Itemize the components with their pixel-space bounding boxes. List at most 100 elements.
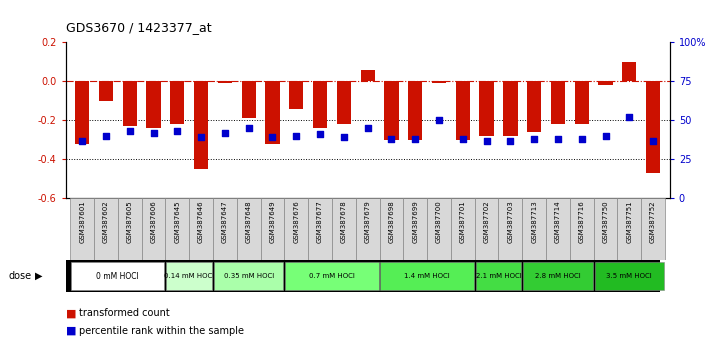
- Bar: [593, 198, 617, 260]
- Text: GSM387714: GSM387714: [555, 200, 561, 243]
- Bar: [384, 81, 398, 140]
- Bar: [432, 81, 446, 84]
- Bar: [522, 198, 546, 260]
- Text: GSM387677: GSM387677: [317, 200, 323, 243]
- Bar: [285, 198, 308, 260]
- Text: GSM387647: GSM387647: [222, 200, 228, 243]
- Bar: [356, 198, 379, 260]
- Point: [100, 133, 112, 139]
- Bar: [598, 81, 613, 85]
- Text: GSM387701: GSM387701: [460, 200, 466, 243]
- Bar: [570, 198, 593, 260]
- Bar: [523, 262, 593, 290]
- Text: GSM387713: GSM387713: [531, 200, 537, 243]
- Text: transformed count: transformed count: [79, 308, 170, 318]
- Point: [314, 132, 326, 137]
- Bar: [551, 81, 565, 124]
- Bar: [574, 81, 589, 124]
- Point: [362, 125, 373, 131]
- Bar: [499, 198, 522, 260]
- Bar: [527, 81, 542, 132]
- Text: ▶: ▶: [35, 271, 42, 281]
- Text: GSM387649: GSM387649: [269, 200, 275, 243]
- Text: GSM387700: GSM387700: [436, 200, 442, 243]
- Text: 3.5 mM HOCl: 3.5 mM HOCl: [606, 273, 652, 279]
- Point: [576, 136, 587, 142]
- Text: GSM387605: GSM387605: [127, 200, 132, 243]
- Text: GSM387751: GSM387751: [626, 200, 633, 243]
- Point: [600, 133, 612, 139]
- Text: 2.1 mM HOCl: 2.1 mM HOCl: [475, 273, 521, 279]
- Point: [505, 138, 516, 143]
- Text: GSM387646: GSM387646: [198, 200, 204, 243]
- Text: GSM387699: GSM387699: [412, 200, 418, 243]
- Text: GSM387752: GSM387752: [650, 200, 656, 242]
- Bar: [475, 198, 499, 260]
- Bar: [71, 262, 165, 290]
- Point: [148, 130, 159, 136]
- Bar: [641, 198, 665, 260]
- Text: GSM387648: GSM387648: [245, 200, 252, 243]
- Text: 0 mM HOCl: 0 mM HOCl: [97, 272, 139, 281]
- Point: [386, 136, 397, 142]
- Point: [243, 125, 255, 131]
- Bar: [261, 198, 285, 260]
- Bar: [313, 81, 327, 128]
- Bar: [308, 198, 332, 260]
- Point: [433, 118, 445, 123]
- Bar: [194, 81, 208, 169]
- Text: GSM387601: GSM387601: [79, 200, 85, 243]
- Text: GSM387703: GSM387703: [507, 200, 513, 243]
- Text: GSM387606: GSM387606: [151, 200, 157, 243]
- Bar: [237, 198, 261, 260]
- Bar: [646, 81, 660, 173]
- Text: 0.35 mM HOCl: 0.35 mM HOCl: [223, 273, 274, 279]
- Text: GSM387698: GSM387698: [389, 200, 395, 243]
- Bar: [285, 262, 379, 290]
- Bar: [503, 81, 518, 136]
- Text: 0.7 mM HOCl: 0.7 mM HOCl: [309, 273, 355, 279]
- Point: [480, 138, 492, 143]
- Text: dose: dose: [9, 271, 32, 281]
- Bar: [617, 198, 641, 260]
- Bar: [475, 262, 521, 290]
- Text: GSM387645: GSM387645: [174, 200, 181, 242]
- Bar: [213, 198, 237, 260]
- Point: [409, 136, 421, 142]
- Bar: [451, 198, 475, 260]
- Bar: [427, 198, 451, 260]
- Point: [124, 129, 135, 134]
- Text: ■: ■: [66, 308, 76, 318]
- Bar: [142, 198, 165, 260]
- Bar: [381, 262, 474, 290]
- Bar: [337, 81, 351, 124]
- Text: GSM387602: GSM387602: [103, 200, 109, 243]
- Point: [290, 133, 302, 139]
- Bar: [167, 262, 212, 290]
- Bar: [99, 81, 113, 101]
- Point: [552, 136, 563, 142]
- Bar: [379, 198, 403, 260]
- Bar: [622, 62, 636, 81]
- Point: [623, 114, 635, 120]
- Bar: [546, 198, 570, 260]
- Bar: [360, 70, 375, 81]
- Text: GSM387678: GSM387678: [341, 200, 347, 243]
- Bar: [165, 198, 189, 260]
- Bar: [189, 198, 213, 260]
- Point: [266, 135, 278, 140]
- Text: percentile rank within the sample: percentile rank within the sample: [79, 326, 244, 336]
- Bar: [170, 81, 184, 124]
- Bar: [595, 262, 664, 290]
- Bar: [214, 262, 283, 290]
- Text: GSM387679: GSM387679: [365, 200, 371, 243]
- Text: 2.8 mM HOCl: 2.8 mM HOCl: [535, 273, 581, 279]
- Bar: [94, 198, 118, 260]
- Bar: [456, 81, 470, 140]
- Text: GDS3670 / 1423377_at: GDS3670 / 1423377_at: [66, 21, 211, 34]
- Text: 0.14 mM HOCl: 0.14 mM HOCl: [164, 273, 214, 279]
- Point: [647, 138, 659, 143]
- Bar: [332, 198, 356, 260]
- Point: [195, 135, 207, 140]
- Point: [338, 135, 349, 140]
